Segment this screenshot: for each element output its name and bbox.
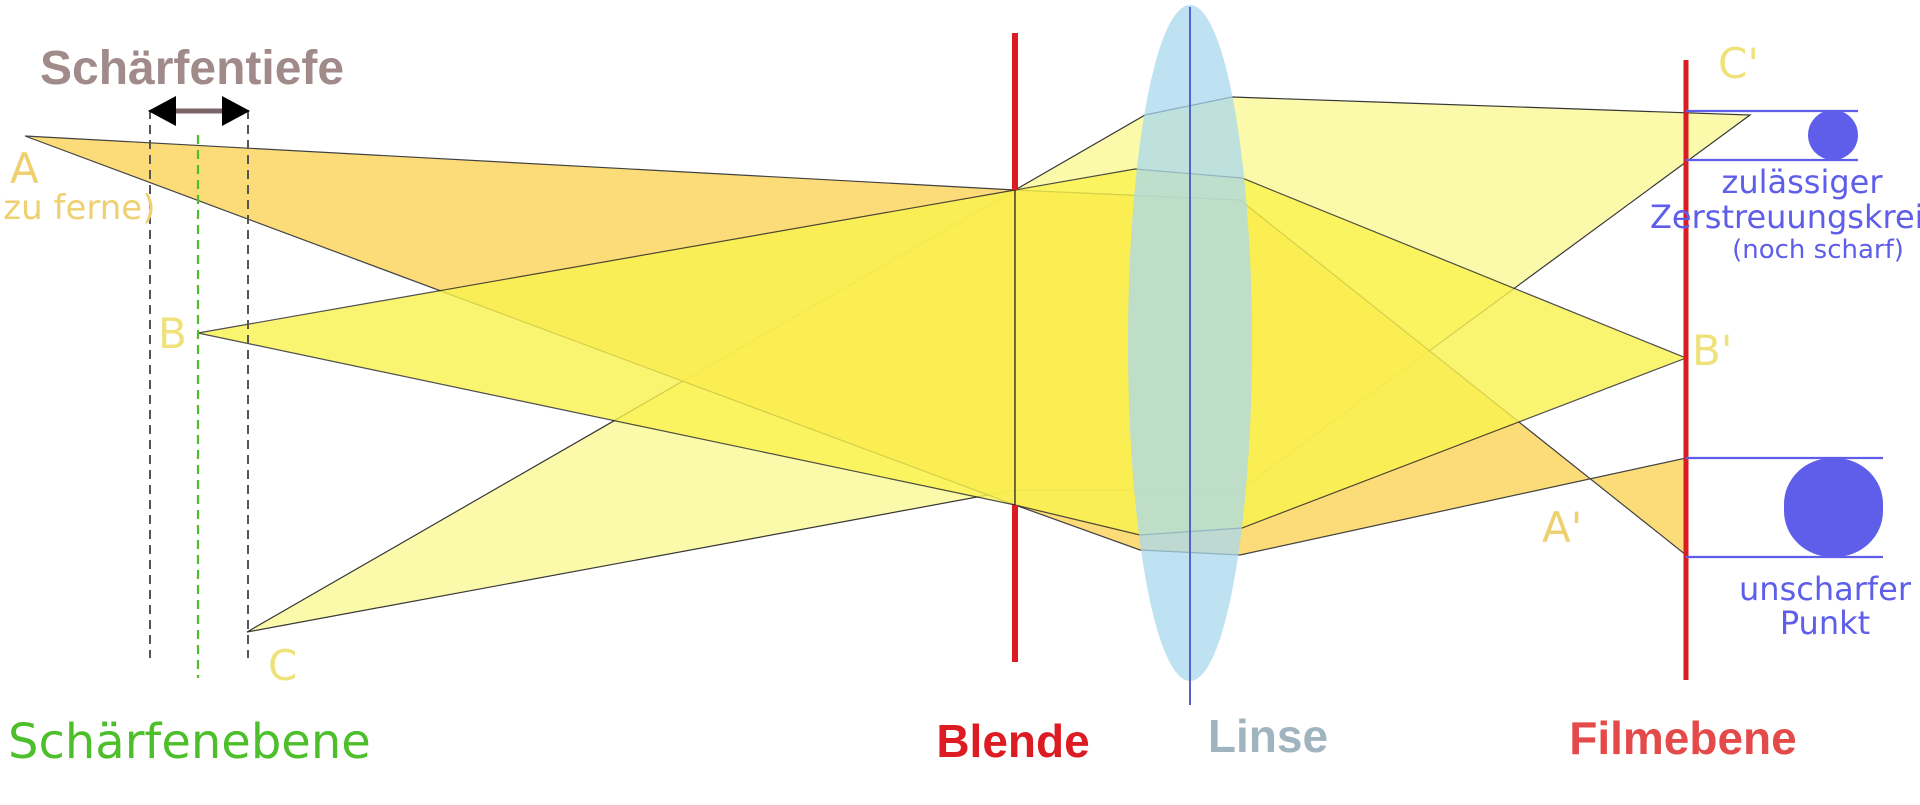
coc-allowed-dot xyxy=(1808,110,1858,160)
image-a-label: A' xyxy=(1542,503,1582,552)
film-plane-label: Filmebene xyxy=(1569,712,1797,764)
coc-allowed-line2: Zerstreuungskreis xyxy=(1650,198,1920,236)
point-c-label: C xyxy=(268,641,297,690)
coc-allowed-line3: (noch scharf) xyxy=(1732,235,1904,265)
lens-label: Linse xyxy=(1208,710,1328,762)
coc-blur-dot xyxy=(1784,458,1883,557)
aperture-label: Blende xyxy=(936,715,1089,767)
point-a-note: (zu ferne) xyxy=(0,188,155,228)
depth-of-field-title: Schärfentiefe xyxy=(40,42,344,95)
coc-blur-indicator xyxy=(1686,456,1883,559)
coc-allowed-indicator xyxy=(1686,109,1858,162)
blur-point-line2: Punkt xyxy=(1780,604,1870,642)
point-b-label: B xyxy=(158,309,187,358)
coc-allowed-line1: zulässiger xyxy=(1722,163,1884,201)
image-b-label: B' xyxy=(1692,326,1732,375)
blur-point-line1: unscharfer xyxy=(1739,570,1912,608)
focus-plane-label: Schärfenebene xyxy=(8,714,371,770)
point-a-label: A xyxy=(10,144,39,193)
image-c-label: C' xyxy=(1718,39,1759,88)
dof-double-arrow xyxy=(148,96,250,126)
